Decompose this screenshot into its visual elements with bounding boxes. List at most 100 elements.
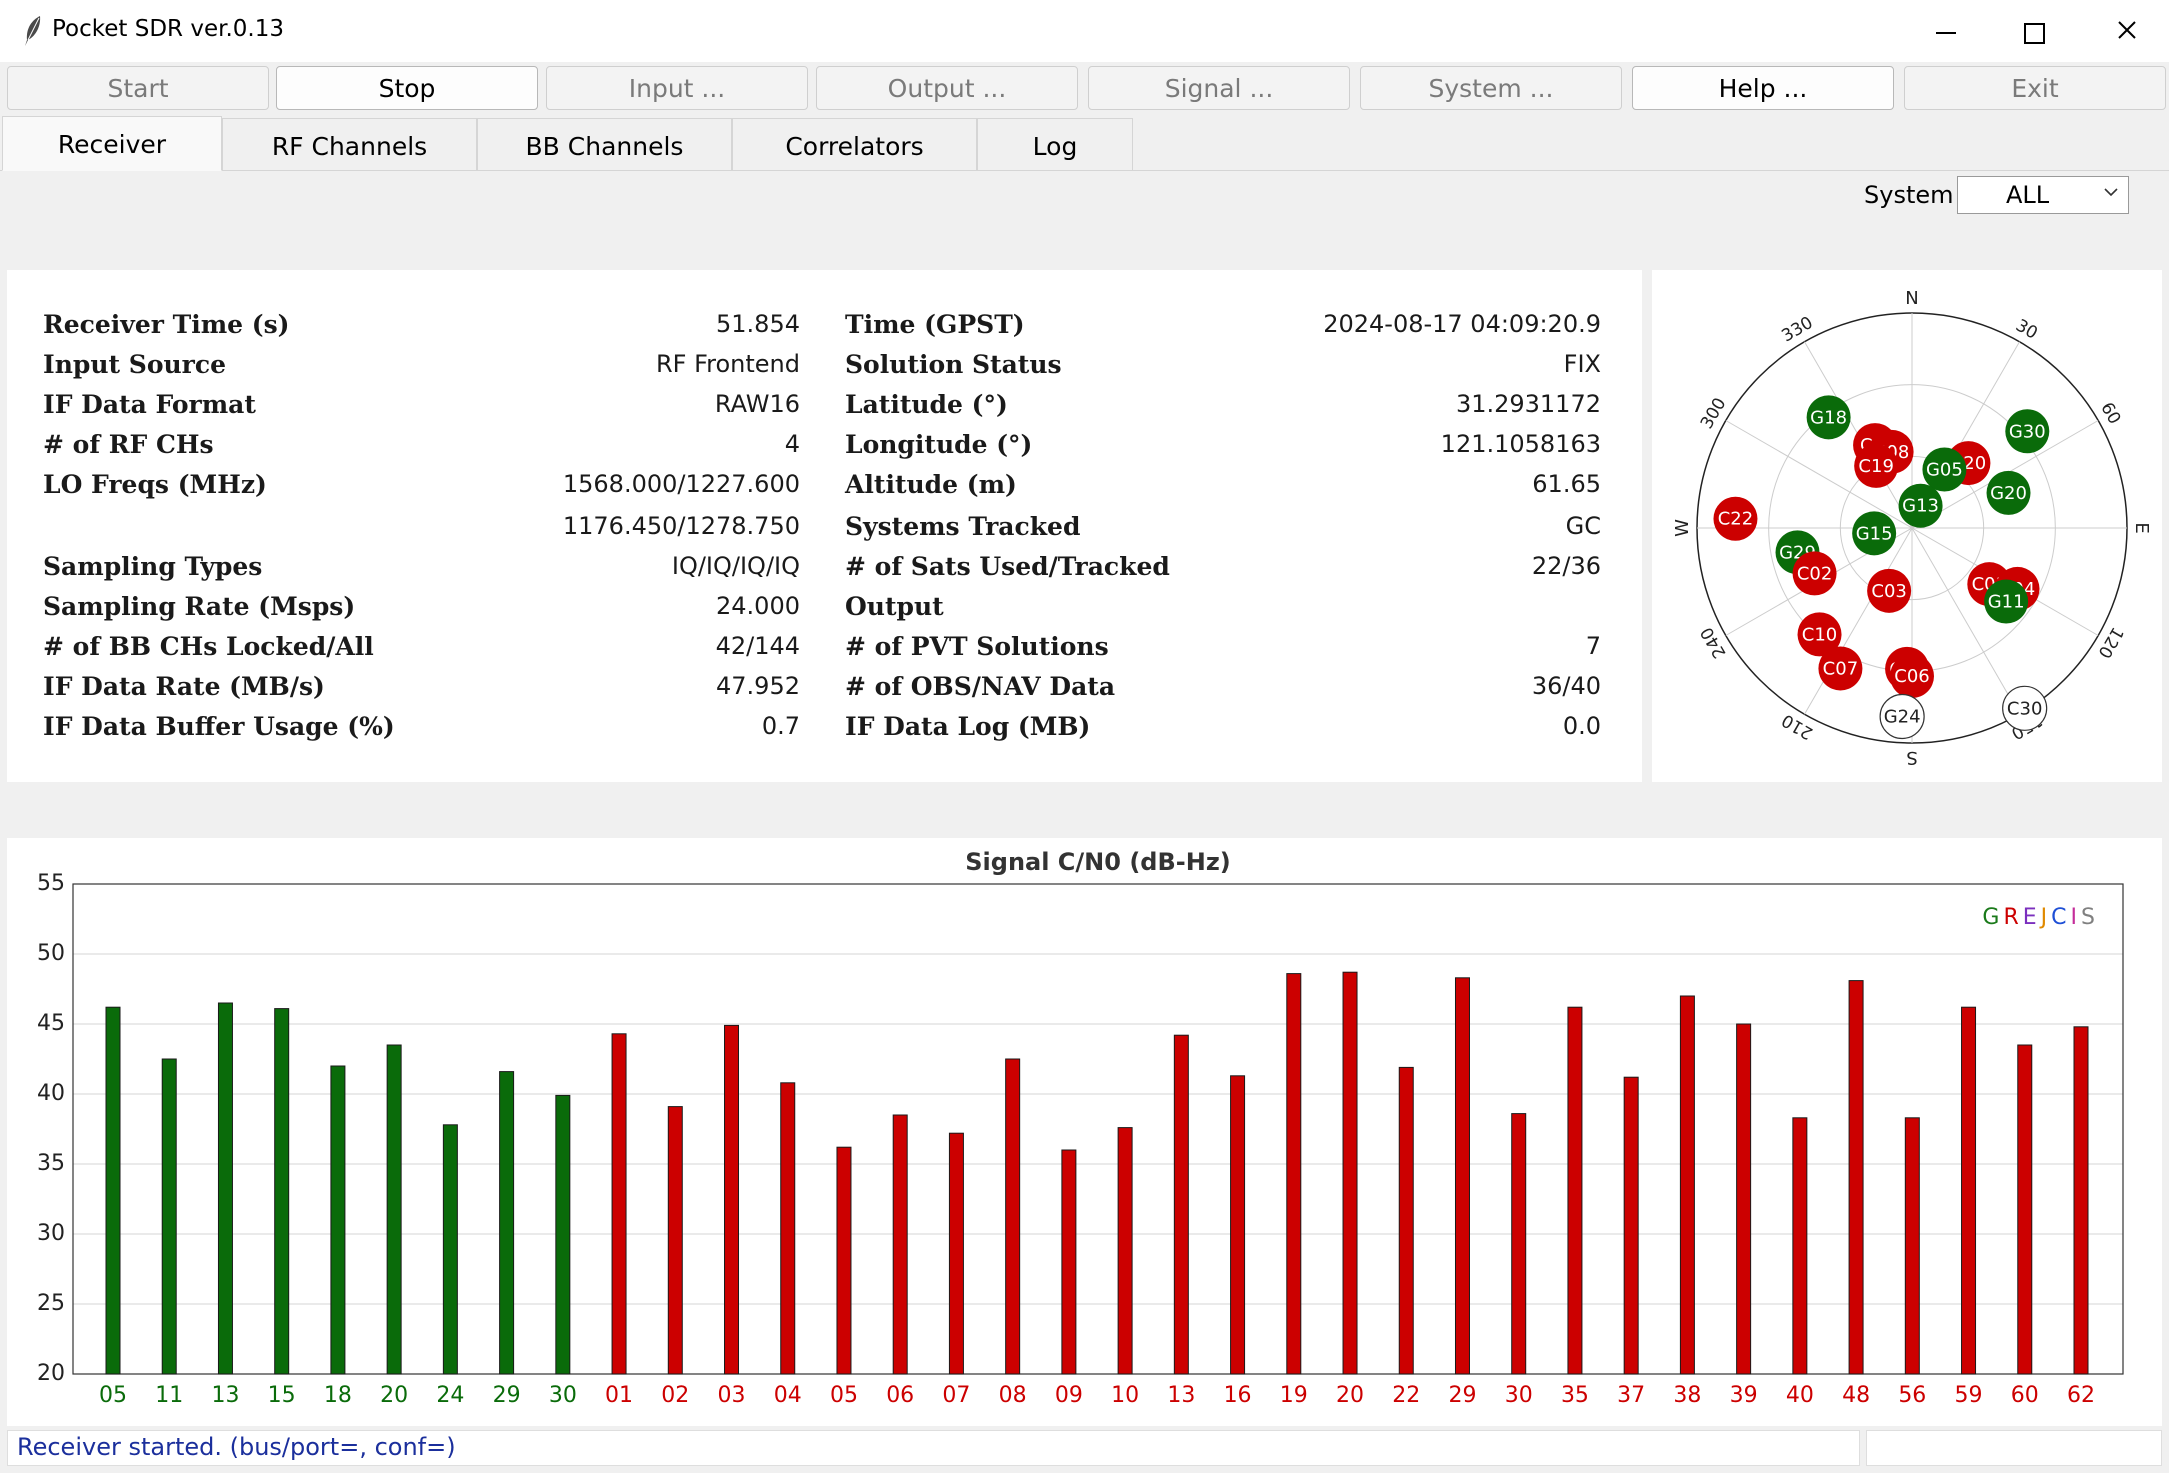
chart-frame (72, 883, 2124, 1375)
x-tick-label: 40 (1786, 1383, 1814, 1408)
cn0-bar (1286, 973, 1302, 1375)
info-right-value: 7 (1585, 632, 1601, 660)
system-legend-letter: S (2081, 905, 2099, 930)
tab-correlators[interactable]: Correlators (732, 118, 977, 170)
help-button[interactable]: Help ... (1632, 66, 1894, 110)
info-left-value: 4 (784, 430, 800, 458)
info-left-label: IF Data Format (43, 390, 256, 419)
y-tick-label: 40 (37, 1081, 65, 1106)
info-left-value: IQ/IQ/IQ/IQ (671, 552, 800, 580)
cn0-bar (1679, 995, 1695, 1375)
signal-button[interactable]: Signal ... (1088, 66, 1350, 110)
x-tick-label: 06 (886, 1383, 914, 1408)
satellite-marker (1797, 612, 1842, 657)
cn0-bar (1173, 1034, 1189, 1375)
x-tick-label: 29 (493, 1383, 521, 1408)
info-left-label: LO Freqs (MHz) (43, 470, 267, 499)
status-bar: Receiver started. (bus/port=, conf=) (7, 1430, 1860, 1466)
info-left-value: 1568.000/1227.600 (562, 470, 800, 498)
satellite-label: C30 (2007, 698, 2042, 719)
info-left-label: Input Source (43, 350, 226, 379)
cn0-bar (274, 1008, 290, 1375)
satellite-marker (1890, 654, 1934, 699)
satellite-label: C22 (1718, 509, 1753, 530)
satellite-label: G05 (1926, 459, 1963, 480)
info-left-value: 24.000 (716, 592, 800, 620)
cn0-bar (161, 1058, 177, 1375)
info-right-value: FIX (1563, 350, 1601, 378)
x-tick-label: 24 (436, 1383, 464, 1408)
satellite-marker (1984, 579, 2029, 624)
info-right-value: 22/36 (1531, 552, 1601, 580)
satellite-label: G13 (1902, 496, 1939, 517)
info-left-value: RAW16 (714, 390, 800, 418)
info-left-value: RF Frontend (655, 350, 800, 378)
x-tick-label: 22 (1392, 1383, 1420, 1408)
tab-rf-channels[interactable]: RF Channels (222, 118, 477, 170)
cn0-bar (1117, 1127, 1133, 1375)
skyplot-azimuth-label: 330 (1778, 313, 1816, 347)
skyplot-azimuth-label: 240 (1697, 623, 1731, 661)
chart-title: Signal C/N0 (dB-Hz) (965, 848, 1231, 876)
system-legend: GREJCIS (1982, 905, 2099, 930)
cn0-bar (1342, 971, 1358, 1375)
cn0-bar (1454, 977, 1470, 1375)
tab-log[interactable]: Log (977, 118, 1133, 170)
satellite-marker (1879, 693, 1925, 740)
output-button[interactable]: Output ... (816, 66, 1078, 110)
start-button[interactable]: Start (7, 66, 269, 110)
info-right-label: Latitude (°) (845, 390, 1008, 419)
system-filter-select[interactable]: ALL (1957, 176, 2129, 214)
info-left-value: 47.952 (716, 672, 800, 700)
tab-bb-channels[interactable]: BB Channels (477, 118, 732, 170)
window-title: Pocket SDR ver.0.13 (52, 16, 284, 42)
system-legend-letter: J (2039, 905, 2052, 930)
system-button[interactable]: System ... (1360, 66, 1622, 110)
cn0-bar (1904, 1117, 1920, 1375)
satellite-marker (1818, 646, 1863, 691)
x-tick-label: 30 (549, 1383, 577, 1408)
info-right-value: GC (1565, 512, 1601, 540)
cn0-bar (780, 1082, 796, 1375)
y-tick-label: 20 (37, 1361, 65, 1386)
minimize-button[interactable] (1916, 6, 1976, 56)
cn0-bar (1005, 1058, 1021, 1375)
cn0-bar (217, 1002, 233, 1375)
cn0-bar (499, 1071, 515, 1375)
satellite-label: C06 (1894, 666, 1929, 687)
info-right-label: Systems Tracked (845, 512, 1081, 541)
satellite-marker (1922, 447, 1967, 492)
exit-button[interactable]: Exit (1904, 66, 2166, 110)
tab-receiver[interactable]: Receiver (2, 116, 222, 171)
cn0-bar (1061, 1149, 1077, 1375)
satellite-marker (1792, 551, 1837, 596)
satellite-marker (1867, 568, 1912, 613)
x-tick-label: 01 (605, 1383, 633, 1408)
stop-button[interactable]: Stop (276, 66, 538, 110)
cn0-bar (1230, 1075, 1246, 1375)
cn0-bar (1623, 1076, 1639, 1375)
system-legend-letter: E (2023, 905, 2041, 930)
skyplot-panel: NESW3060120150210240300330G18C1:C08C19C2… (1652, 270, 2162, 782)
close-button[interactable] (2097, 6, 2157, 56)
cn0-bar (667, 1106, 683, 1375)
satellite-marker (1713, 496, 1758, 541)
x-tick-label: 56 (1898, 1383, 1926, 1408)
cn0-bar (892, 1114, 908, 1375)
cn0-bar (1792, 1117, 1808, 1375)
x-tick-label: 15 (268, 1383, 296, 1408)
x-tick-label: 05 (830, 1383, 858, 1408)
satellite-label: C07 (1823, 658, 1858, 679)
cn0-bar (2073, 1026, 2089, 1375)
y-tick-label: 35 (37, 1151, 65, 1176)
x-tick-label: 37 (1617, 1383, 1645, 1408)
maximize-button[interactable] (2004, 6, 2064, 56)
info-left-value: 1176.450/1278.750 (562, 512, 800, 540)
input-button[interactable]: Input ... (546, 66, 808, 110)
system-filter-value: ALL (2006, 181, 2050, 209)
skyplot: NESW3060120150210240300330G18C1:C08C19C2… (1672, 288, 2152, 768)
x-tick-label: 39 (1730, 1383, 1758, 1408)
info-left-value: 51.854 (716, 310, 800, 338)
feather-icon (25, 16, 41, 46)
satellite-label: G18 (1810, 407, 1847, 428)
